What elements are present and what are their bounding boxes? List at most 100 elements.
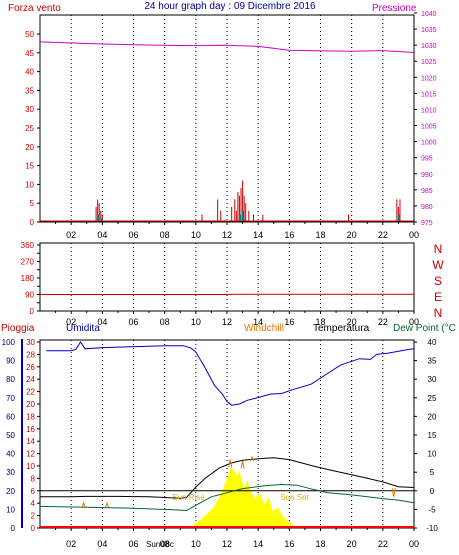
humidity-tick-label: 26 bbox=[26, 363, 35, 372]
windchill-line bbox=[228, 459, 233, 468]
sun-area bbox=[189, 466, 296, 528]
dir-tick-label: 180 bbox=[21, 274, 35, 283]
rain-tick-label: 40 bbox=[6, 450, 15, 459]
pressure-tick-label: 990 bbox=[421, 172, 433, 179]
pressure-tick-label: 1020 bbox=[421, 75, 437, 82]
pressure-tick-label: 1015 bbox=[421, 91, 437, 98]
x-tick-label: 22 bbox=[378, 230, 388, 240]
x-tick-label: 06 bbox=[128, 230, 138, 240]
dew-point-line bbox=[39, 483, 415, 512]
wind-pressure-panel bbox=[39, 14, 415, 223]
pressure-tick-label: 1035 bbox=[421, 27, 437, 34]
compass-letter: W bbox=[432, 258, 444, 272]
pressure-tick-label: 1005 bbox=[421, 124, 437, 131]
temp-tick-label: 20 bbox=[428, 412, 437, 421]
pressure-tick-label: 1010 bbox=[421, 107, 437, 114]
rain-tick-label: 50 bbox=[6, 431, 15, 440]
x-tick-label: 04 bbox=[97, 230, 107, 240]
x-tick-label: 16 bbox=[284, 317, 294, 327]
x-tick-label: 18 bbox=[315, 539, 325, 549]
x-tick-label: 12 bbox=[222, 317, 232, 327]
rain-tick-label: 80 bbox=[6, 375, 15, 384]
compass-letter: S bbox=[434, 274, 442, 288]
x-tick-label: 14 bbox=[253, 230, 263, 240]
temp-tick-label: 30 bbox=[428, 375, 437, 384]
temp-tick-label: 5 bbox=[430, 468, 435, 477]
x-tick-label: 18 bbox=[315, 230, 325, 240]
wind-tick-label: 50 bbox=[25, 30, 34, 39]
compass-letter: N bbox=[434, 242, 443, 256]
wind-tick-label: 0 bbox=[30, 218, 35, 227]
pressure-tick-label: 1030 bbox=[421, 43, 437, 50]
humidity-axis-title: Umidita bbox=[66, 323, 100, 334]
pressure-tick-label: 995 bbox=[421, 156, 433, 163]
humidity-tick-label: 0 bbox=[31, 524, 36, 533]
humidity-tick-label: 2 bbox=[31, 512, 36, 521]
temp-tick-label: -10 bbox=[426, 524, 438, 533]
x-tick-label: 10 bbox=[191, 539, 201, 549]
windchill-line bbox=[240, 460, 245, 469]
x-tick-label: 04 bbox=[97, 539, 107, 549]
wind-tick-label: 5 bbox=[30, 199, 35, 208]
x-tick-label: 22 bbox=[378, 539, 388, 549]
x-tick-label: 16 bbox=[284, 539, 294, 549]
rain-tick-label: 70 bbox=[6, 394, 15, 403]
windchill-line bbox=[105, 501, 110, 508]
temp-tick-label: 40 bbox=[428, 338, 437, 347]
humidity-tick-label: 22 bbox=[26, 388, 35, 397]
dew-point-legend: Dew Point (°C bbox=[393, 323, 456, 334]
x-tick-label: 12 bbox=[222, 230, 232, 240]
humidity-tick-label: 16 bbox=[26, 425, 35, 434]
humidity-tick-label: 4 bbox=[31, 499, 36, 508]
x-tick-label: 04 bbox=[97, 317, 107, 327]
wind-tick-label: 40 bbox=[25, 68, 34, 77]
x-tick-label: 14 bbox=[253, 317, 263, 327]
dir-tick-label: 90 bbox=[25, 291, 34, 300]
dir-tick-label: 0 bbox=[30, 307, 35, 316]
x-tick-label: 06 bbox=[128, 317, 138, 327]
sunrise-label: Sun Rise bbox=[172, 493, 205, 502]
humidity-tick-label: 28 bbox=[26, 350, 35, 359]
pressure-axis-title: Pressione bbox=[372, 3, 417, 14]
x-tick-label: 20 bbox=[347, 230, 357, 240]
wind-direction-panel bbox=[39, 242, 415, 312]
dir-tick-label: 360 bbox=[21, 241, 35, 250]
x-tick-label: 14 bbox=[253, 539, 263, 549]
temp-tick-label: 15 bbox=[428, 431, 437, 440]
windchill-legend: Windchill bbox=[244, 323, 284, 334]
x-tick-label: 02 bbox=[66, 539, 76, 549]
wind-tick-label: 15 bbox=[25, 162, 34, 171]
pressure-tick-label: 985 bbox=[421, 188, 433, 195]
wind-tick-label: 25 bbox=[25, 124, 34, 133]
humidity-line bbox=[46, 341, 415, 406]
x-tick-label: 00 bbox=[409, 317, 419, 327]
temp-tick-label: 0 bbox=[430, 487, 435, 496]
temp-tick-label: 35 bbox=[428, 357, 437, 366]
humidity-tick-label: 14 bbox=[26, 437, 35, 446]
x-tick-label: 10 bbox=[191, 317, 201, 327]
humidity-tick-label: 12 bbox=[26, 450, 35, 459]
temperature-legend: Temperatura bbox=[313, 323, 370, 334]
wind-tick-label: 45 bbox=[25, 49, 34, 58]
compass-letter: N bbox=[434, 306, 443, 320]
wind-tick-label: 30 bbox=[25, 105, 34, 114]
x-tick-label: 00 bbox=[409, 230, 419, 240]
temp-tick-label: 10 bbox=[428, 450, 437, 459]
wind-tick-label: 20 bbox=[25, 143, 34, 152]
rain-tick-label: 30 bbox=[6, 468, 15, 477]
rain-tick-label: 100 bbox=[2, 338, 16, 347]
chart-title: 24 hour graph day : 09 Dicembre 2016 bbox=[144, 1, 316, 12]
wind-tick-label: 10 bbox=[25, 180, 34, 189]
windchill-line bbox=[249, 456, 254, 462]
x-tick-label: 02 bbox=[66, 230, 76, 240]
sunset-label: Sun Set bbox=[280, 493, 309, 502]
x-tick-label: 02 bbox=[66, 317, 76, 327]
x-tick-label: 20 bbox=[347, 539, 357, 549]
compass-letter: E bbox=[434, 290, 442, 304]
rain-axis-title: Pioggia bbox=[1, 323, 35, 334]
humidity-tick-label: 18 bbox=[26, 412, 35, 421]
date-marker: 08c bbox=[161, 540, 174, 549]
x-tick-label: 06 bbox=[128, 539, 138, 549]
dir-tick-label: 270 bbox=[21, 258, 35, 267]
